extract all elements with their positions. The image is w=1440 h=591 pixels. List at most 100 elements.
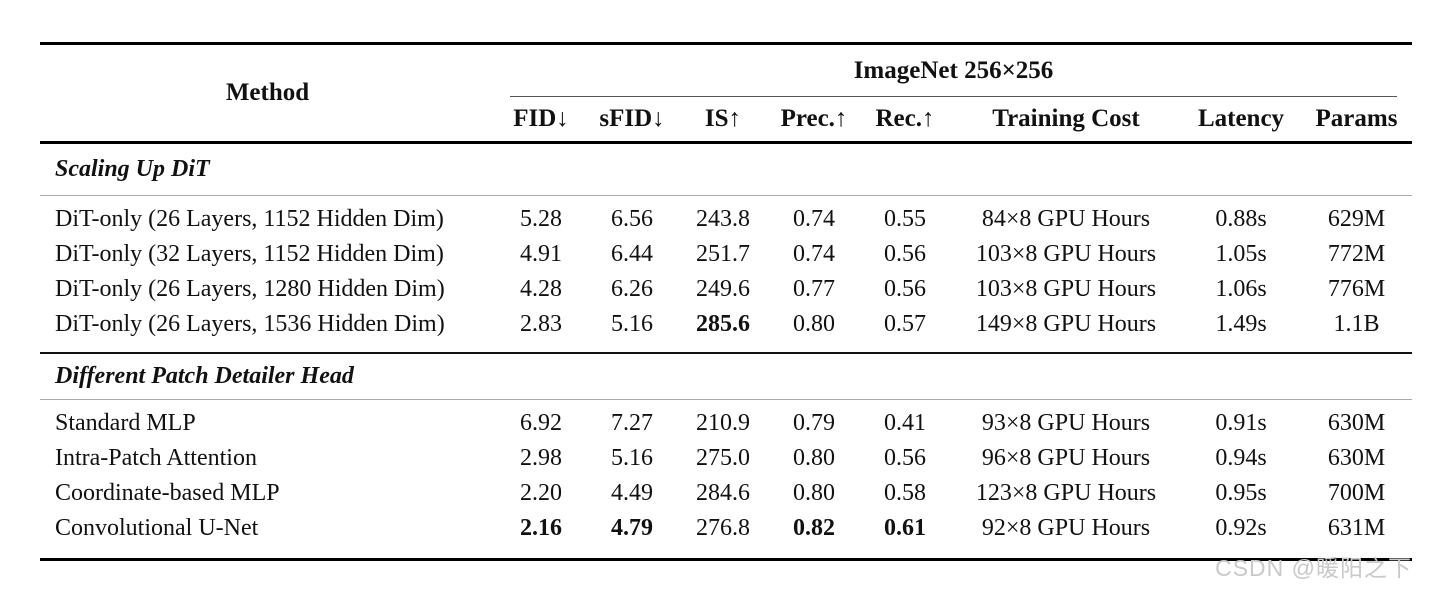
column-header-method: Method bbox=[225, 79, 310, 106]
params-cell: 630M bbox=[1327, 410, 1386, 436]
params-cell: 776M bbox=[1327, 276, 1386, 302]
rec-cell: 0.56 bbox=[884, 276, 926, 302]
prec-cell: 0.74 bbox=[793, 241, 835, 267]
column-header-params: Params bbox=[1315, 105, 1398, 132]
latency-cell: 1.06s bbox=[1215, 276, 1267, 302]
results-table: Method ImageNet 256×256 FID↓ sFID↓ IS↑ P… bbox=[40, 42, 1412, 561]
method-cell: DiT-only (26 Layers, 1536 Hidden Dim) bbox=[55, 311, 445, 337]
is-cell: 210.9 bbox=[696, 410, 750, 436]
table-row: Coordinate-based MLP 2.20 4.49 284.6 0.8… bbox=[40, 476, 1412, 511]
prec-cell: 0.77 bbox=[793, 276, 835, 302]
is-cell: 251.7 bbox=[696, 241, 750, 267]
training-cost-cell: 103×8 GPU Hours bbox=[975, 276, 1157, 302]
prec-cell: 0.82 bbox=[793, 515, 835, 541]
sfid-cell: 6.44 bbox=[611, 241, 653, 267]
column-header-sfid: sFID↓ bbox=[599, 105, 665, 132]
is-cell: 243.8 bbox=[696, 206, 750, 232]
fid-cell: 2.83 bbox=[520, 311, 562, 337]
training-cost-cell: 123×8 GPU Hours bbox=[975, 480, 1157, 506]
latency-cell: 1.49s bbox=[1215, 311, 1267, 337]
fid-cell: 6.92 bbox=[520, 410, 562, 436]
rec-cell: 0.56 bbox=[884, 241, 926, 267]
rec-cell: 0.61 bbox=[884, 515, 926, 541]
span-header-imagenet: ImageNet 256×256 bbox=[510, 45, 1397, 97]
is-cell: 285.6 bbox=[696, 311, 750, 337]
prec-cell: 0.80 bbox=[793, 445, 835, 471]
method-cell: Coordinate-based MLP bbox=[55, 480, 280, 506]
sfid-cell: 5.16 bbox=[611, 311, 653, 337]
method-cell: DiT-only (26 Layers, 1280 Hidden Dim) bbox=[55, 276, 445, 302]
training-cost-cell: 103×8 GPU Hours bbox=[975, 241, 1157, 267]
rec-cell: 0.58 bbox=[884, 480, 926, 506]
params-cell: 631M bbox=[1327, 515, 1386, 541]
method-cell: Standard MLP bbox=[55, 410, 196, 436]
latency-cell: 0.95s bbox=[1215, 480, 1267, 506]
table-row: Convolutional U-Net 2.16 4.79 276.8 0.82… bbox=[40, 511, 1412, 546]
sfid-cell: 6.56 bbox=[611, 206, 653, 232]
section-title: Scaling Up DiT bbox=[40, 144, 1412, 196]
table-row: DiT-only (32 Layers, 1152 Hidden Dim) 4.… bbox=[40, 237, 1412, 272]
is-cell: 284.6 bbox=[696, 480, 750, 506]
prec-cell: 0.80 bbox=[793, 480, 835, 506]
rec-cell: 0.55 bbox=[884, 206, 926, 232]
params-cell: 772M bbox=[1327, 241, 1386, 267]
rec-cell: 0.57 bbox=[884, 311, 926, 337]
rec-cell: 0.41 bbox=[884, 410, 926, 436]
fid-cell: 2.98 bbox=[520, 445, 562, 471]
sfid-cell: 6.26 bbox=[611, 276, 653, 302]
latency-cell: 0.88s bbox=[1215, 206, 1267, 232]
column-header-is: IS↑ bbox=[704, 105, 742, 132]
column-header-prec: Prec.↑ bbox=[780, 105, 848, 132]
sfid-cell: 4.79 bbox=[611, 515, 653, 541]
column-header-fid: FID↓ bbox=[513, 105, 569, 132]
table-row: Intra-Patch Attention 2.98 5.16 275.0 0.… bbox=[40, 441, 1412, 476]
fid-cell: 5.28 bbox=[520, 206, 562, 232]
training-cost-cell: 92×8 GPU Hours bbox=[981, 515, 1151, 541]
latency-cell: 1.05s bbox=[1215, 241, 1267, 267]
column-header-rec: Rec.↑ bbox=[875, 105, 935, 132]
rec-cell: 0.56 bbox=[884, 445, 926, 471]
training-cost-cell: 96×8 GPU Hours bbox=[981, 445, 1151, 471]
watermark: CSDN @暖阳之下 bbox=[1215, 555, 1412, 581]
prec-cell: 0.80 bbox=[793, 311, 835, 337]
method-cell: DiT-only (26 Layers, 1152 Hidden Dim) bbox=[55, 206, 444, 232]
is-cell: 275.0 bbox=[696, 445, 750, 471]
sfid-cell: 7.27 bbox=[611, 410, 653, 436]
section-title: Different Patch Detailer Head bbox=[40, 354, 1412, 400]
section-patch-detailer-head: Different Patch Detailer Head Standard M… bbox=[40, 354, 1412, 558]
params-cell: 629M bbox=[1327, 206, 1386, 232]
prec-cell: 0.79 bbox=[793, 410, 835, 436]
table-row: DiT-only (26 Layers, 1536 Hidden Dim) 2.… bbox=[40, 307, 1412, 342]
is-cell: 276.8 bbox=[696, 515, 750, 541]
fid-cell: 4.91 bbox=[520, 241, 562, 267]
column-header-latency: Latency bbox=[1197, 105, 1285, 132]
table-header: Method ImageNet 256×256 FID↓ sFID↓ IS↑ P… bbox=[40, 45, 1412, 144]
latency-cell: 0.91s bbox=[1215, 410, 1267, 436]
training-cost-cell: 149×8 GPU Hours bbox=[975, 311, 1157, 337]
fid-cell: 4.28 bbox=[520, 276, 562, 302]
sfid-cell: 4.49 bbox=[611, 480, 653, 506]
fid-cell: 2.16 bbox=[520, 515, 562, 541]
table-row: DiT-only (26 Layers, 1280 Hidden Dim) 4.… bbox=[40, 272, 1412, 307]
section-body: DiT-only (26 Layers, 1152 Hidden Dim) 5.… bbox=[40, 196, 1412, 352]
latency-cell: 0.94s bbox=[1215, 445, 1267, 471]
fid-cell: 2.20 bbox=[520, 480, 562, 506]
method-cell: DiT-only (32 Layers, 1152 Hidden Dim) bbox=[55, 241, 444, 267]
section-scaling-up-dit: Scaling Up DiT DiT-only (26 Layers, 1152… bbox=[40, 144, 1412, 354]
column-header-training-cost: Training Cost bbox=[992, 105, 1140, 132]
method-cell: Intra-Patch Attention bbox=[55, 445, 257, 471]
latency-cell: 0.92s bbox=[1215, 515, 1267, 541]
training-cost-cell: 93×8 GPU Hours bbox=[981, 410, 1151, 436]
params-cell: 1.1B bbox=[1333, 311, 1380, 337]
sfid-cell: 5.16 bbox=[611, 445, 653, 471]
params-cell: 700M bbox=[1327, 480, 1386, 506]
section-body: Standard MLP 6.92 7.27 210.9 0.79 0.41 9… bbox=[40, 400, 1412, 558]
method-cell: Convolutional U-Net bbox=[55, 515, 259, 541]
table-row: Standard MLP 6.92 7.27 210.9 0.79 0.41 9… bbox=[40, 406, 1412, 441]
prec-cell: 0.74 bbox=[793, 206, 835, 232]
params-cell: 630M bbox=[1327, 445, 1386, 471]
training-cost-cell: 84×8 GPU Hours bbox=[981, 206, 1151, 232]
is-cell: 249.6 bbox=[696, 276, 750, 302]
table-row: DiT-only (26 Layers, 1152 Hidden Dim) 5.… bbox=[40, 202, 1412, 237]
